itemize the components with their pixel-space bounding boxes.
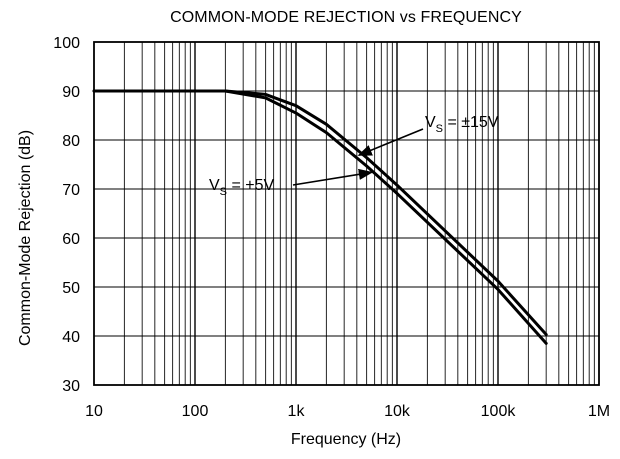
annotation-arrow-vs15 xyxy=(357,128,424,156)
x-tick-label-100: 100 xyxy=(182,403,209,420)
legend-label-main-vs15: V xyxy=(425,114,436,131)
x-tick-label-100k: 100k xyxy=(481,403,517,420)
axes: 30 40 50 60 70 80 90 100 10 100 1k 10k 100k 1M xyxy=(53,35,610,420)
y-tick-label-70: 70 xyxy=(62,182,80,199)
annotation-arrow-vs5 xyxy=(292,168,374,186)
legend-label-sub-vs15: S xyxy=(436,123,443,135)
legend-label-vs5: VS = +5V xyxy=(209,177,274,198)
series-lines xyxy=(92,89,548,345)
legend-label-rest-vs15: = ±15V xyxy=(443,114,499,131)
legend-label-rest-vs5: = +5V xyxy=(227,177,274,194)
y-axis-label: Common-Mode Rejection (dB) xyxy=(17,130,34,346)
legend-label-vs15: VS = ±15V xyxy=(425,114,499,135)
legend-label-main-vs5: V xyxy=(209,177,220,194)
series-line-vs5 xyxy=(92,89,548,345)
legend-label-sub-vs5: S xyxy=(220,186,227,198)
plot-frame xyxy=(93,41,600,386)
y-tick-label-50: 50 xyxy=(62,280,80,297)
x-tick-label-10k: 10k xyxy=(384,403,411,420)
x-axis-label: Frequency (Hz) xyxy=(291,431,401,448)
y-tick-label-30: 30 xyxy=(62,378,80,395)
y-tick-label-40: 40 xyxy=(62,329,80,346)
y-tick-label-80: 80 xyxy=(62,133,80,150)
chart-title: COMMON-MODE REJECTION vs FREQUENCY xyxy=(170,9,522,26)
x-tick-label-1k: 1k xyxy=(288,403,306,420)
grid xyxy=(94,42,599,385)
y-tick-label-60: 60 xyxy=(62,231,80,248)
x-tick-label-10: 10 xyxy=(85,403,103,420)
y-tick-label-90: 90 xyxy=(62,84,80,101)
x-tick-label-1M: 1M xyxy=(588,403,610,420)
y-tick-label-100: 100 xyxy=(53,35,80,52)
